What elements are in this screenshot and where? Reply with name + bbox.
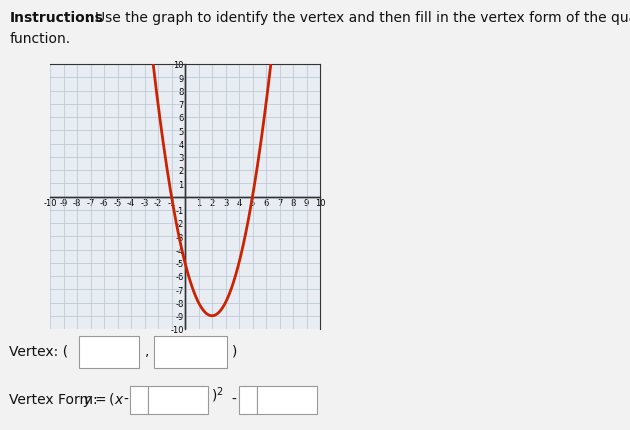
Text: ▼: ▼ (137, 404, 142, 409)
Text: ▲: ▲ (137, 391, 142, 396)
Text: Vertex: (: Vertex: ( (9, 344, 69, 357)
Text: function.: function. (9, 32, 71, 46)
Text: ▼: ▼ (246, 404, 251, 409)
Text: : Use the graph to identify the vertex and then fill in the vertex form of the q: : Use the graph to identify the vertex a… (86, 11, 630, 25)
Text: -: - (232, 392, 237, 406)
Text: ,: , (145, 344, 149, 357)
Text: $y = (x$: $y = (x$ (83, 390, 125, 408)
Text: ): ) (232, 344, 238, 357)
Text: Instructions: Instructions (9, 11, 103, 25)
Text: -: - (123, 392, 129, 406)
Text: Vertex Form:: Vertex Form: (9, 392, 103, 406)
Text: )$^2$: )$^2$ (211, 385, 224, 405)
Text: ▲: ▲ (246, 391, 251, 396)
